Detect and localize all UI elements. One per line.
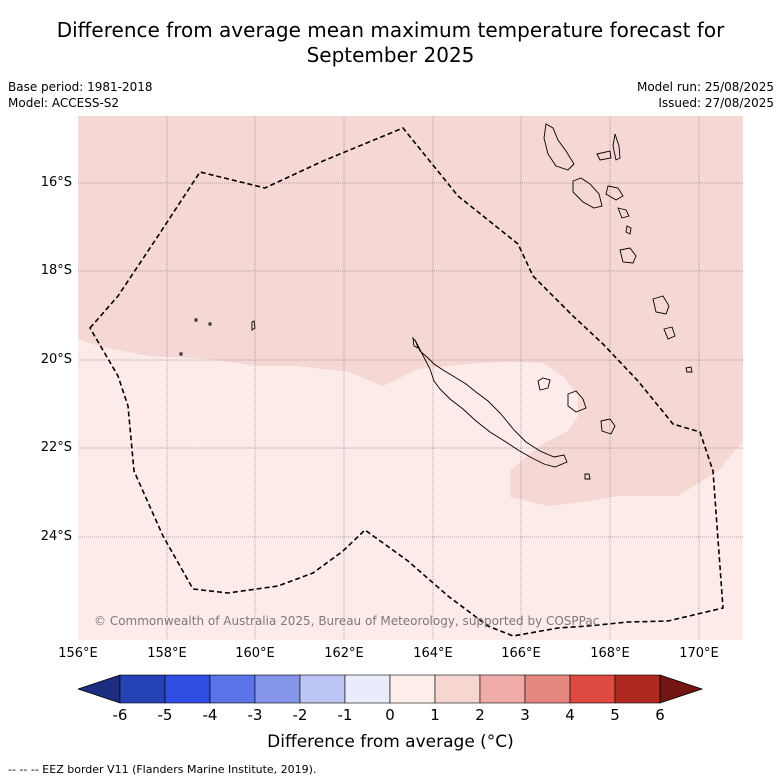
colorbar-segment <box>389 674 436 704</box>
mare-island <box>600 418 616 435</box>
map-panel <box>78 116 743 640</box>
copyright-notice: © Commonwealth of Australia 2025, Bureau… <box>94 614 600 628</box>
tanna <box>663 326 676 340</box>
colorbar-segment <box>299 674 346 704</box>
lon-label: 166°E <box>501 646 541 661</box>
erromango <box>652 295 670 315</box>
colorbar-title: Difference from average (°C) <box>267 732 514 752</box>
lon-label: 162°E <box>324 646 364 661</box>
espiritu-santo <box>543 123 575 171</box>
epi-island <box>617 207 630 219</box>
title-line-2: September 2025 <box>306 43 475 67</box>
lon-label: 158°E <box>147 646 187 661</box>
lon-label: 168°E <box>590 646 630 661</box>
walpole-island <box>584 473 591 480</box>
colorbar-segment <box>164 674 211 704</box>
malekula <box>572 177 603 209</box>
colorbar-segment <box>254 674 301 704</box>
eez-border <box>89 127 724 637</box>
eez-legend-note: -- -- -- EEZ border V11 (Flanders Marine… <box>8 763 317 776</box>
lat-label: 22°S <box>40 440 72 455</box>
meta-left: Base period: 1981-2018 Model: ACCESS-S2 <box>8 79 153 111</box>
lon-label: 160°E <box>235 646 275 661</box>
colorbar-tick-label: -5 <box>157 706 173 724</box>
model-name: Model: ACCESS-S2 <box>8 96 120 110</box>
colorbar-tick-label: -3 <box>247 706 263 724</box>
pentecost <box>605 185 624 201</box>
colorbar <box>76 672 706 708</box>
colorbar-svg <box>76 674 704 704</box>
ambae <box>596 150 612 161</box>
title-line-1: Difference from average mean maximum tem… <box>56 18 725 42</box>
lat-label: 24°S <box>40 529 72 544</box>
colorbar-segment <box>569 674 616 704</box>
model-run: Model run: 25/08/2025 <box>636 80 774 94</box>
colorbar-tick-label: 2 <box>475 706 485 724</box>
maewo <box>612 133 621 161</box>
lon-label: 170°E <box>679 646 719 661</box>
colorbar-extension-high <box>659 674 704 704</box>
colorbar-tick-label: -4 <box>202 706 218 724</box>
coastlines <box>179 123 693 480</box>
belep-islands <box>412 336 419 349</box>
map-svg <box>78 116 743 640</box>
shepherd-islands <box>625 225 632 235</box>
colorbar-tick-label: -6 <box>112 706 128 724</box>
colorbar-tick-label: -1 <box>337 706 353 724</box>
chart-title: Difference from average mean maximum tem… <box>0 18 781 68</box>
base-period: Base period: 1981-2018 <box>8 80 153 94</box>
lat-label: 20°S <box>40 352 72 367</box>
colorbar-tick-label: 5 <box>610 706 620 724</box>
small-island-b <box>251 320 256 331</box>
lat-label: 16°S <box>40 175 72 190</box>
meta-right: Model run: 25/08/2025 Issued: 27/08/2025 <box>637 79 774 111</box>
colorbar-tick-label: 6 <box>655 706 665 724</box>
colorbar-extension-low <box>76 674 121 704</box>
colorbar-tick-label: 4 <box>565 706 575 724</box>
colorbar-tick-label: 1 <box>430 706 440 724</box>
small-island-a <box>194 318 198 322</box>
colorbar-segment <box>524 674 571 704</box>
small-island-d <box>179 352 183 356</box>
colorbar-segment <box>479 674 526 704</box>
lon-label: 156°E <box>58 646 98 661</box>
colorbar-segment <box>209 674 256 704</box>
lon-label: 164°E <box>413 646 453 661</box>
lat-label: 18°S <box>40 263 72 278</box>
aneityum <box>685 366 693 373</box>
colorbar-segment <box>614 674 661 704</box>
lifou-island <box>567 390 587 413</box>
small-island-c <box>208 322 212 326</box>
anomaly-region-1-2 <box>78 116 743 506</box>
issued-date: Issued: 27/08/2025 <box>658 96 774 110</box>
ouvea-island <box>537 377 551 391</box>
new-caledonia-coast <box>414 339 568 468</box>
efate <box>619 247 637 264</box>
colorbar-segment <box>119 674 166 704</box>
colorbar-tick-label: 3 <box>520 706 530 724</box>
colorbar-segment <box>434 674 481 704</box>
colorbar-segment <box>344 674 391 704</box>
colorbar-tick-label: 0 <box>385 706 395 724</box>
colorbar-tick-label: -2 <box>292 706 308 724</box>
